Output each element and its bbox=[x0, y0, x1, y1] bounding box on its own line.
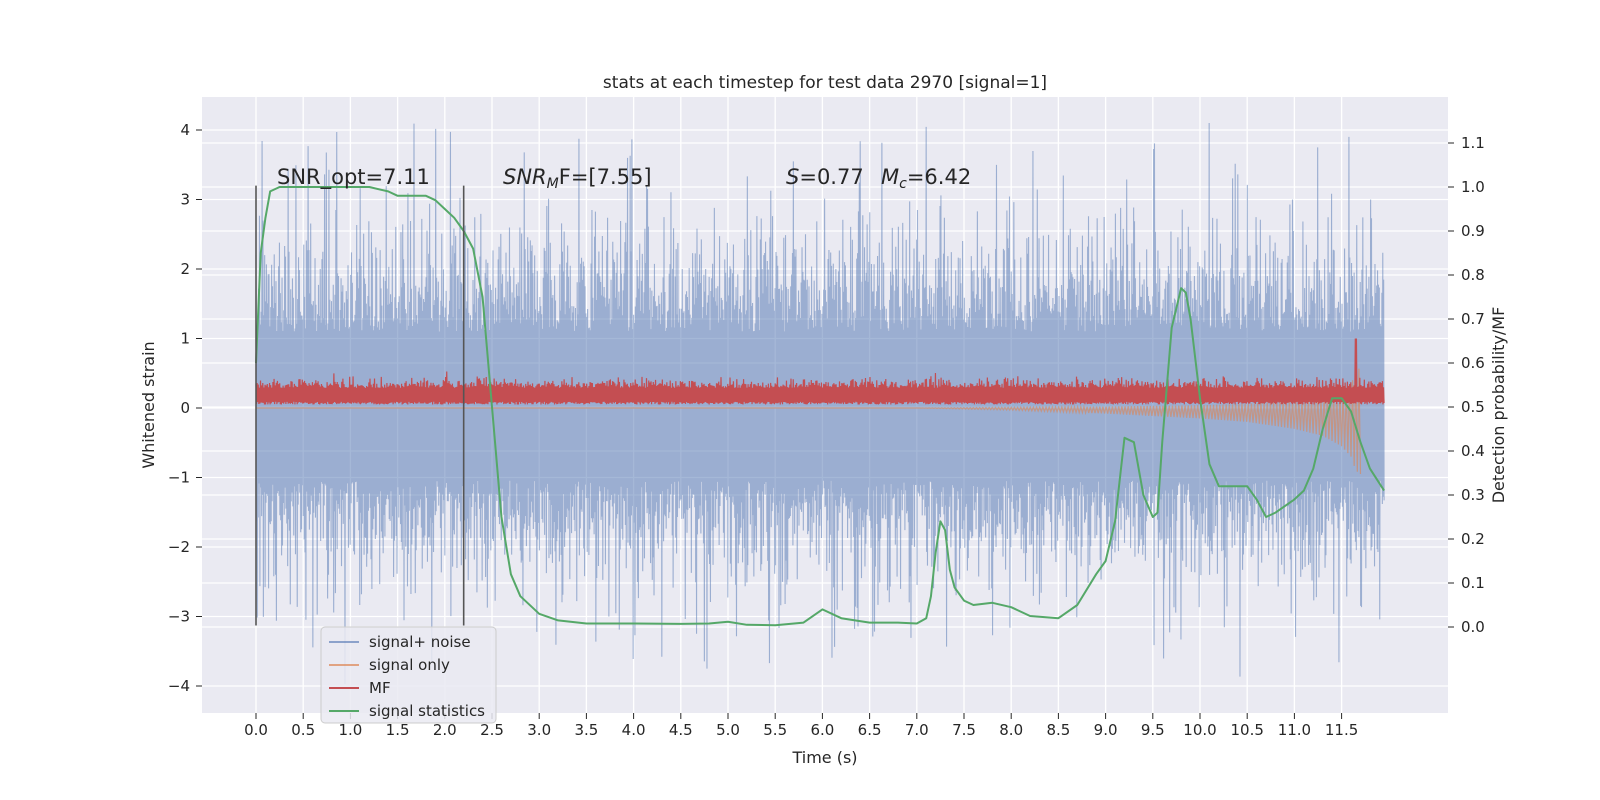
annotation-snr-opt: SNR_opt=7.11 bbox=[277, 165, 430, 190]
x-tick-label: 4.5 bbox=[669, 721, 693, 739]
legend-label: signal statistics bbox=[369, 702, 485, 720]
legend-box bbox=[320, 626, 497, 724]
y-right-tick-label: 0.6 bbox=[1461, 354, 1485, 372]
y-left-tick-label: 4 bbox=[180, 121, 190, 139]
y-right-tick-label: 0.0 bbox=[1461, 618, 1485, 636]
y-left-tick-label: 3 bbox=[180, 191, 190, 209]
y-right-tick-label: 0.5 bbox=[1461, 398, 1485, 416]
annotation-snr-mf-symbol: SNR bbox=[503, 165, 547, 189]
annotation-mc: Mc=6.42 bbox=[881, 165, 971, 192]
y-right-tick-label: 0.2 bbox=[1461, 530, 1485, 548]
y-left-tick-label: 1 bbox=[180, 330, 190, 348]
x-tick-label: 1.0 bbox=[338, 721, 362, 739]
annotation-s: S=0.77 bbox=[786, 165, 864, 189]
x-tick-label: 10.0 bbox=[1183, 721, 1216, 739]
y-left-tick-label: −4 bbox=[168, 677, 190, 695]
series-signal-noise bbox=[255, 123, 1385, 685]
x-tick-label: 0.5 bbox=[291, 721, 315, 739]
x-tick-label: 7.0 bbox=[905, 721, 929, 739]
legend-label: signal only bbox=[369, 656, 450, 674]
x-tick-label: 10.5 bbox=[1230, 721, 1263, 739]
y-right-tick-label: 0.7 bbox=[1461, 310, 1485, 328]
y-left-axis-label: Whitened strain bbox=[139, 341, 158, 468]
x-tick-label: 2.0 bbox=[433, 721, 457, 739]
series-mf bbox=[255, 338, 1385, 405]
annotation-snr-mf: SNRMF=[7.55] bbox=[503, 165, 652, 192]
y-left-tick-label: 2 bbox=[180, 260, 190, 278]
x-tick-label: 2.5 bbox=[480, 721, 504, 739]
y-left-tick-label: 0 bbox=[180, 399, 190, 417]
legend: signal+ noise signal only MF signal statist… bbox=[320, 626, 497, 724]
legend-label: signal+ noise bbox=[369, 633, 471, 651]
y-right-tick-label: 0.9 bbox=[1461, 222, 1485, 240]
y-right-tick-label: 0.1 bbox=[1461, 574, 1485, 592]
y-left-tick-label: −3 bbox=[168, 608, 190, 626]
x-tick-label: 9.5 bbox=[1141, 721, 1165, 739]
series-signal-statistics bbox=[255, 186, 1385, 627]
y-right-tick-label: 0.8 bbox=[1461, 266, 1485, 284]
y-right-tick-label: 0.4 bbox=[1461, 442, 1485, 460]
x-tick-label: 7.5 bbox=[952, 721, 976, 739]
series-layer bbox=[255, 123, 1385, 685]
y-right-tick-label: 1.1 bbox=[1461, 134, 1485, 152]
x-tick-label: 5.0 bbox=[716, 721, 740, 739]
y-right-axis-ticks: 1.1 1.0 0.9 0.8 0.7 0.6 0.5 0.4 0.3 0.2 0.1 0.0 bbox=[1448, 134, 1485, 636]
x-tick-label: 1.5 bbox=[386, 721, 410, 739]
x-tick-label: 9.0 bbox=[1094, 721, 1118, 739]
x-axis-ticks: 0.0 0.5 1.0 1.5 2.0 2.5 3.0 3.5 4.0 4.5 5.0 5.5 6.0 6… bbox=[244, 713, 1358, 739]
x-tick-label: 11.0 bbox=[1278, 721, 1311, 739]
annotation-s-symbol: S bbox=[786, 165, 799, 189]
y-right-axis-label: Detection probability/MF bbox=[1489, 307, 1508, 504]
x-tick-label: 5.5 bbox=[763, 721, 787, 739]
x-tick-label: 0.0 bbox=[244, 721, 268, 739]
y-right-tick-label: 0.3 bbox=[1461, 486, 1485, 504]
annotation-s-value: =0.77 bbox=[799, 165, 863, 189]
x-tick-label: 11.5 bbox=[1325, 721, 1358, 739]
annotation-snr-mf-subscript: M bbox=[547, 176, 559, 192]
annotation-mc-symbol: M bbox=[881, 165, 899, 189]
x-tick-label: 8.5 bbox=[1046, 721, 1070, 739]
series-signal-only bbox=[256, 368, 1362, 475]
x-tick-label: 3.0 bbox=[527, 721, 551, 739]
chart-title: stats at each timestep for test data 297… bbox=[603, 73, 1047, 93]
x-tick-label: 6.0 bbox=[810, 721, 834, 739]
vertical-markers bbox=[255, 185, 465, 626]
x-tick-label: 4.0 bbox=[622, 721, 646, 739]
annotation-mc-value: =6.42 bbox=[907, 165, 971, 189]
y-left-tick-label: −1 bbox=[168, 469, 190, 487]
legend-label: MF bbox=[369, 679, 391, 697]
y-left-tick-label: −2 bbox=[168, 538, 190, 556]
x-tick-label: 6.5 bbox=[858, 721, 882, 739]
y-right-tick-label: 1.0 bbox=[1461, 178, 1485, 196]
annotation-snr-mf-value: F=[7.55] bbox=[559, 165, 652, 189]
annotation-mc-subscript: c bbox=[899, 176, 907, 192]
x-axis-label: Time (s) bbox=[791, 748, 857, 767]
y-left-axis-ticks: 4 3 2 1 0 −1 −2 −3 −4 bbox=[168, 121, 202, 695]
x-tick-label: 3.5 bbox=[574, 721, 598, 739]
x-tick-label: 8.0 bbox=[999, 721, 1023, 739]
